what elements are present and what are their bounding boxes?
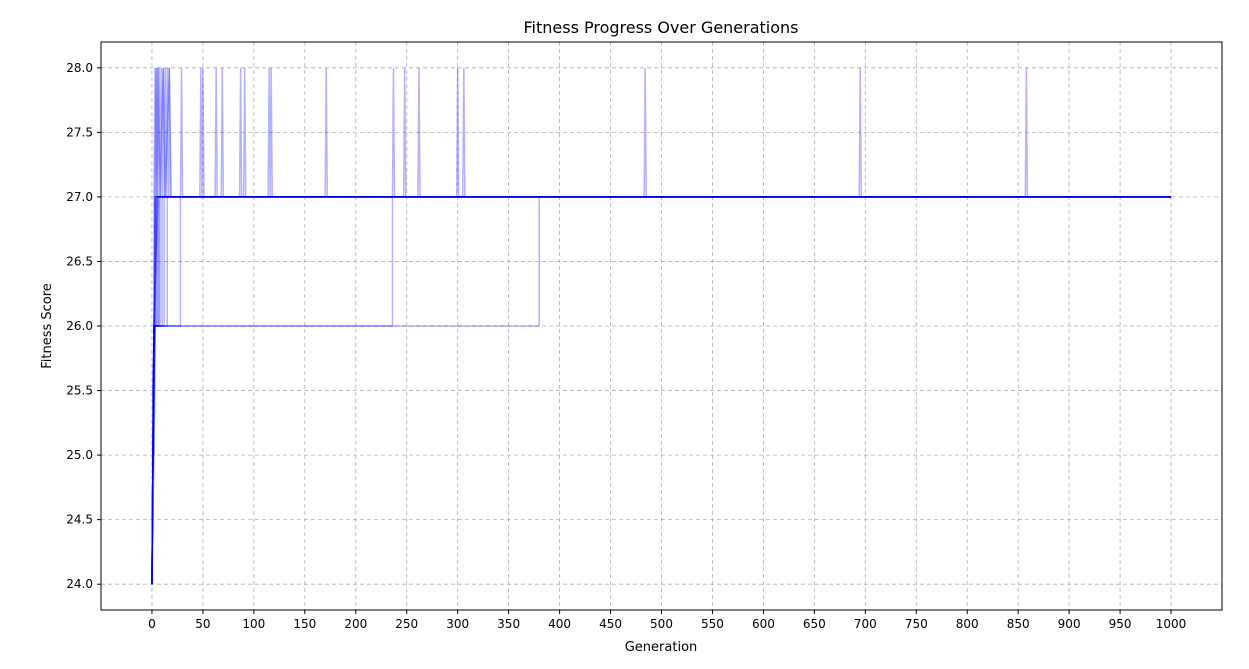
series-line-15 <box>151 67 1172 585</box>
y-tick-label: 25.5 <box>66 384 93 398</box>
x-tick-label: 350 <box>497 617 520 631</box>
series-line-8 <box>151 196 1172 585</box>
series-line-6 <box>151 196 1172 585</box>
y-axis-ticks: 24.0 24.5 25.0 25.5 26.0 26.5 27.0 27.5 28.0 <box>66 61 101 591</box>
x-axis-label: Generation <box>625 640 698 655</box>
y-tick-label: 28.0 <box>66 61 93 75</box>
series-line-1 <box>151 196 1172 585</box>
x-tick-label: 550 <box>701 617 724 631</box>
series-line-9 <box>151 196 1172 585</box>
x-tick-label: 750 <box>905 617 928 631</box>
series-line-10 <box>151 196 1172 585</box>
y-tick-label: 26.0 <box>66 319 93 333</box>
x-tick-label: 150 <box>293 617 316 631</box>
series-line-14 <box>151 67 1172 585</box>
series-line-17 <box>151 67 1172 585</box>
x-tick-label: 500 <box>650 617 673 631</box>
series-line-11 <box>151 196 1172 585</box>
y-tick-label: 26.5 <box>66 254 93 268</box>
chart-title: Fitness Progress Over Generations <box>523 18 798 37</box>
x-tick-label: 300 <box>446 617 469 631</box>
x-tick-label: 50 <box>195 617 210 631</box>
y-tick-label: 27.5 <box>66 125 93 139</box>
y-axis-label: Fitness Score <box>40 283 55 369</box>
series-line-12 <box>151 196 1172 585</box>
x-tick-label: 700 <box>854 617 877 631</box>
series-line-16 <box>151 67 1172 585</box>
x-axis-ticks: 0 50 100 150 200 250 300 350 400 450 500 550 600 650 7… <box>148 610 1186 631</box>
grid-lines <box>101 42 1222 610</box>
x-tick-label: 400 <box>548 617 571 631</box>
series-line-4 <box>151 196 1172 585</box>
y-tick-label: 25.0 <box>66 448 93 462</box>
x-tick-label: 900 <box>1058 617 1081 631</box>
x-tick-label: 1000 <box>1156 617 1187 631</box>
y-tick-label: 24.0 <box>66 577 93 591</box>
y-tick-label: 27.0 <box>66 190 93 204</box>
x-tick-label: 450 <box>599 617 622 631</box>
x-tick-label: 850 <box>1007 617 1030 631</box>
x-tick-label: 100 <box>242 617 265 631</box>
x-tick-label: 0 <box>148 617 156 631</box>
x-tick-label: 800 <box>956 617 979 631</box>
series-line-13 <box>151 67 1172 585</box>
series-lines <box>151 67 1172 585</box>
x-tick-label: 650 <box>803 617 826 631</box>
series-line-3 <box>151 196 1172 585</box>
x-tick-label: 200 <box>344 617 367 631</box>
series-line-7 <box>151 196 1172 585</box>
x-tick-label: 250 <box>395 617 418 631</box>
series-line-18 <box>151 67 1172 585</box>
x-tick-label: 600 <box>752 617 775 631</box>
y-tick-label: 24.5 <box>66 513 93 527</box>
series-line-5 <box>151 196 1172 585</box>
series-line-2 <box>151 196 1172 585</box>
x-tick-label: 950 <box>1109 617 1132 631</box>
